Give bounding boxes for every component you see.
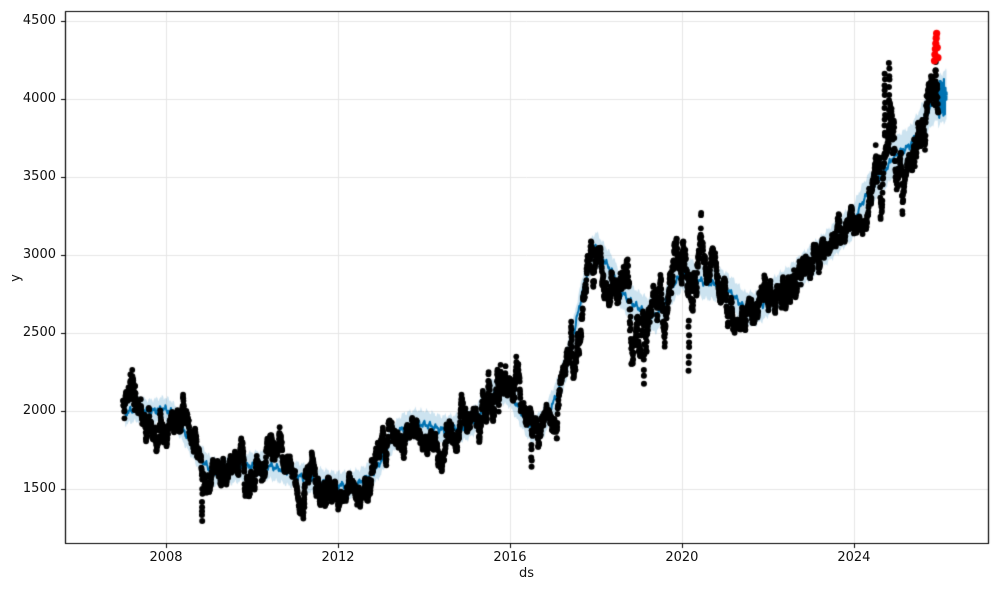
x-axis-label: ds [518, 566, 535, 581]
y-tick-label: 4500 [22, 12, 56, 28]
y-tick-label: 3500 [22, 168, 56, 184]
x-tick-label: 2008 [149, 550, 183, 565]
y-tick-label: 4000 [22, 90, 56, 106]
x-tick-label: 2024 [837, 550, 871, 565]
y-tick-label: 2500 [22, 325, 56, 340]
x-tick-label: 2012 [321, 550, 355, 565]
x-tick-label: 2016 [493, 550, 527, 565]
y-tick-label: 2000 [22, 403, 56, 418]
y-tick-label: 1500 [22, 481, 56, 497]
x-tick-label: 2020 [665, 550, 699, 565]
y-axis-label: y [8, 274, 24, 282]
y-tick-label: 3000 [22, 247, 56, 262]
